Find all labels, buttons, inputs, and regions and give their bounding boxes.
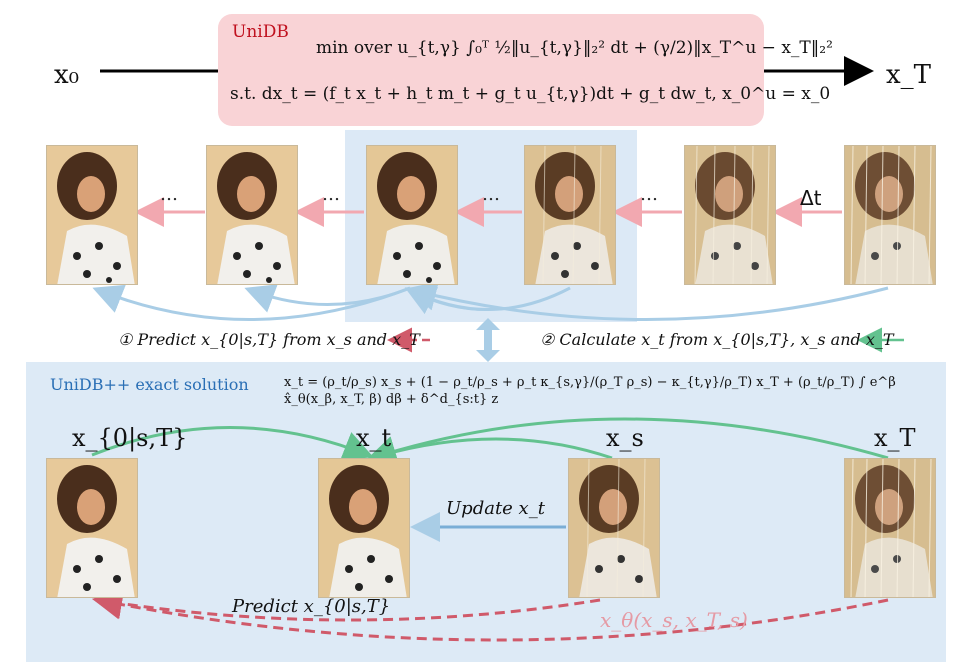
unidbpp-title: UniDB++ exact solution: [50, 375, 249, 394]
predict-caption: Predict x_{0|s,T}: [232, 596, 391, 617]
predict-dashed-2: [92, 589, 889, 642]
blue-curve-1: [92, 284, 411, 321]
blue-curve-5: [411, 287, 571, 311]
x0-label: x₀: [54, 60, 80, 90]
image-x0-pred: [366, 145, 458, 285]
xT-label: x_T: [886, 60, 932, 90]
xtheta-caption: x_θ(x_s, x_T, s): [600, 608, 748, 632]
label-xt: x_t: [356, 424, 392, 452]
ellipsis-4: …: [640, 184, 658, 205]
unidb-constraint: s.t. dx_t = (f_t x_t + h_t m_t + g_t u_{…: [230, 84, 831, 104]
ellipsis-2: …: [322, 184, 340, 205]
green-arc-xT: [366, 417, 889, 466]
image-xs: [524, 145, 616, 285]
unidb-objective: min over u_{t,γ} ∫₀ᵀ ½‖u_{t,γ}‖₂² dt + (…: [316, 38, 833, 58]
image-bottom-xT: [844, 458, 936, 598]
label-xs: x_s: [606, 424, 644, 452]
step2-caption: ② Calculate x_t from x_{0|s,T}, x_s and …: [540, 330, 894, 349]
unidb-box: [218, 14, 764, 126]
label-xT-bottom: x_T: [874, 424, 916, 452]
image-step-5: [684, 145, 776, 285]
step1-caption: ① Predict x_{0|s,T} from x_s and x_T: [118, 330, 420, 349]
ellipsis-3: …: [482, 184, 500, 205]
predict-dashed-1: [92, 588, 601, 622]
image-x0: [46, 145, 138, 285]
unidb-title: UniDB: [232, 22, 289, 42]
blue-curve-4: [406, 281, 889, 321]
image-bottom-x0: [46, 458, 138, 598]
update-caption: Update x_t: [446, 498, 545, 519]
image-bottom-xs: [568, 458, 660, 598]
green-arc-x0: [91, 426, 374, 461]
image-step-2: [206, 145, 298, 285]
image-xT: [844, 145, 936, 285]
ellipsis-1: …: [160, 184, 178, 205]
blue-curve-2: [244, 284, 411, 313]
delta-t-label: Δt: [800, 186, 822, 210]
image-bottom-xt: [318, 458, 410, 598]
label-x0-s-T: x_{0|s,T}: [72, 424, 188, 452]
unidbpp-equation: x_t = (ρ_t/ρ_s) x_s + (1 − ρ_t/ρ_s + ρ_t…: [284, 375, 896, 407]
